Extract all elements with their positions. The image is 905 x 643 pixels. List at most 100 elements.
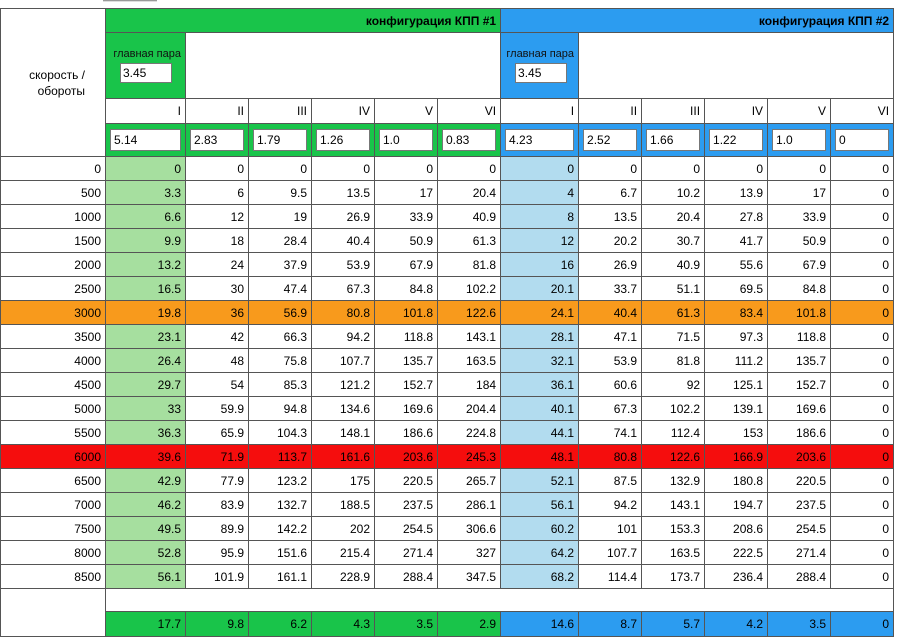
config1-gear-3-footer-value: 6.2: [248, 611, 312, 637]
config2-gear-2-speed: 60.6: [578, 372, 643, 397]
config1-gear-1-speed: 26.4: [105, 348, 186, 373]
config2-gear-3-speed: 143.1: [641, 492, 706, 517]
config1-gear-6-speed: 143.1: [436, 324, 502, 349]
config1-gear-2-speed: 95.9: [185, 540, 249, 565]
config2-gear-1-speed: 24.1: [500, 300, 580, 325]
config1-gear-3-ratio-input[interactable]: [253, 129, 307, 151]
config1-gear-1-ratio-input[interactable]: [110, 129, 181, 151]
table-row: 5500 36.3 65.9 104.3 148.1 186.6 224.8 44.1 74.1…: [0, 420, 895, 445]
config1-gear-2-speed: 83.9: [185, 492, 249, 517]
config1-main-pair-input[interactable]: [120, 63, 172, 83]
rpm-cell: 7000: [0, 492, 106, 517]
config2-gear-2-speed: 94.2: [578, 492, 643, 517]
config2-gear-5-speed: 220.5: [767, 468, 832, 493]
config1-gear-5-speed: 118.8: [374, 324, 438, 349]
config1-gear-4-speed: 13.5: [311, 180, 375, 205]
config1-gear-5-footer-value: 3.5: [374, 611, 438, 637]
config2-gear-3-ratio-input[interactable]: [646, 129, 701, 151]
config2-gear-6-ratio-input[interactable]: [835, 129, 890, 151]
config1-gear-2-speed: 12: [185, 204, 249, 229]
config2-gear-3-speed: 0: [641, 156, 706, 181]
config1-gear-5-speed: 17: [374, 180, 438, 205]
config2-gear-6-speed: 0: [830, 300, 895, 325]
config2-gear-5-ratio-input[interactable]: [772, 129, 827, 151]
config2-gear-5-header: V: [767, 98, 832, 124]
config2-gear-3-speed: 71.5: [641, 324, 706, 349]
config2-gear-6-speed: 0: [830, 348, 895, 373]
config1-gear-1-speed: 39.6: [105, 444, 186, 469]
config2-gear-2-speed: 53.9: [578, 348, 643, 373]
rpm-cell: 8500: [0, 564, 106, 589]
config2-gear-4-speed: 55.6: [704, 252, 769, 277]
config1-gear-1-speed: 49.5: [105, 516, 186, 541]
config2-gear-2-speed: 80.8: [578, 444, 643, 469]
config2-gear-1-footer-value: 14.6: [500, 611, 580, 637]
config1-gear-4-footer-value: 4.3: [311, 611, 375, 637]
config1-gear-3-speed: 161.1: [248, 564, 312, 589]
config2-gear-6-speed: 0: [830, 444, 895, 469]
config2-gear-4-ratio-input[interactable]: [709, 129, 764, 151]
config2-gear-6-speed: 0: [830, 324, 895, 349]
config1-gear-5-ratio-input[interactable]: [379, 129, 433, 151]
config1-main-pair-spacer: [184, 32, 502, 99]
config2-gear-5-speed: 254.5: [767, 516, 832, 541]
table-row: 4500 29.7 54 85.3 121.2 152.7 184 36.1 60.6 92 125…: [0, 372, 895, 397]
config2-gear-2-speed: 107.7: [578, 540, 643, 565]
config2-gear-2-speed: 47.1: [578, 324, 643, 349]
config2-gear-1-ratio-input[interactable]: [505, 129, 575, 151]
config2-gear-1-speed: 40.1: [500, 396, 580, 421]
config1-gear-3-speed: 123.2: [248, 468, 312, 493]
config2-gear-1-speed: 12: [500, 228, 580, 253]
config1-gear-6-speed: 61.3: [436, 228, 502, 253]
config2-gear-2-ratio-input[interactable]: [583, 129, 638, 151]
config1-gear-3-speed: 0: [248, 156, 312, 181]
table-row: 4000 26.4 48 75.8 107.7 135.7 163.5 32.1 53.9 81.…: [0, 348, 895, 373]
config2-gear-6-speed: 0: [830, 180, 895, 205]
config1-gear-2-speed: 48: [185, 348, 249, 373]
config1-gear-4-header: IV: [311, 98, 375, 124]
config1-ratio-cell-5: [374, 123, 438, 157]
config2-gear-4-speed: 111.2: [704, 348, 769, 373]
rpm-cell: 5500: [0, 420, 106, 445]
config2-gear-5-speed: 0: [767, 156, 832, 181]
config2-gear-4-speed: 83.4: [704, 300, 769, 325]
config2-gear-6-speed: 0: [830, 252, 895, 277]
rpm-cell: 3500: [0, 324, 106, 349]
config1-gear-6-speed: 20.4: [436, 180, 502, 205]
config2-gear-3-speed: 10.2: [641, 180, 706, 205]
config1-gear-5-speed: 67.9: [374, 252, 438, 277]
config1-main-pair: главная пара: [105, 32, 186, 99]
config1-gear-6-ratio-input[interactable]: [442, 129, 497, 151]
config1-gear-4-speed: 134.6: [311, 396, 375, 421]
config2-gear-1-speed: 16: [500, 252, 580, 277]
config1-gear-1-speed: 46.2: [105, 492, 186, 517]
config2-gear-5-speed: 203.6: [767, 444, 832, 469]
config1-gear-1-speed: 42.9: [105, 468, 186, 493]
rpm-cell: 4000: [0, 348, 106, 373]
config1-gear-6-speed: 184: [436, 372, 502, 397]
config2-gear-4-speed: 208.6: [704, 516, 769, 541]
config2-gear-2-speed: 0: [578, 156, 643, 181]
table-row: 8500 56.1 101.9 161.1 228.9 288.4 347.5 68.2 114…: [0, 564, 895, 589]
table-row: 8000 52.8 95.9 151.6 215.4 271.4 327 64.2 107.7 1…: [0, 540, 895, 565]
config1-gear-5-speed: 84.8: [374, 276, 438, 301]
config2-gear-5-footer-value: 3.5: [767, 611, 832, 637]
config1-gear-4-ratio-input[interactable]: [316, 129, 370, 151]
config2-gear-4-speed: 27.8: [704, 204, 769, 229]
config1-gear-2-speed: 42: [185, 324, 249, 349]
rpm-cell: 5000: [0, 396, 106, 421]
config2-gear-2-speed: 40.4: [578, 300, 643, 325]
config2-main-pair-input[interactable]: [515, 63, 568, 83]
config1-gear-5-speed: 101.8: [374, 300, 438, 325]
config1-gear-4-speed: 94.2: [311, 324, 375, 349]
rpm-cell: 6000: [0, 444, 106, 469]
config1-gear-2-ratio-input[interactable]: [190, 129, 244, 151]
config1-gear-3-speed: 47.4: [248, 276, 312, 301]
config1-gear-1-speed: 33: [105, 396, 186, 421]
config2-gear-1-speed: 20.1: [500, 276, 580, 301]
config1-gear-3-speed: 75.8: [248, 348, 312, 373]
config1-gear-2-footer-value: 9.8: [185, 611, 249, 637]
config2-gear-3-speed: 132.9: [641, 468, 706, 493]
config2-gear-1-speed: 0: [500, 156, 580, 181]
config2-gear-2-speed: 33.7: [578, 276, 643, 301]
